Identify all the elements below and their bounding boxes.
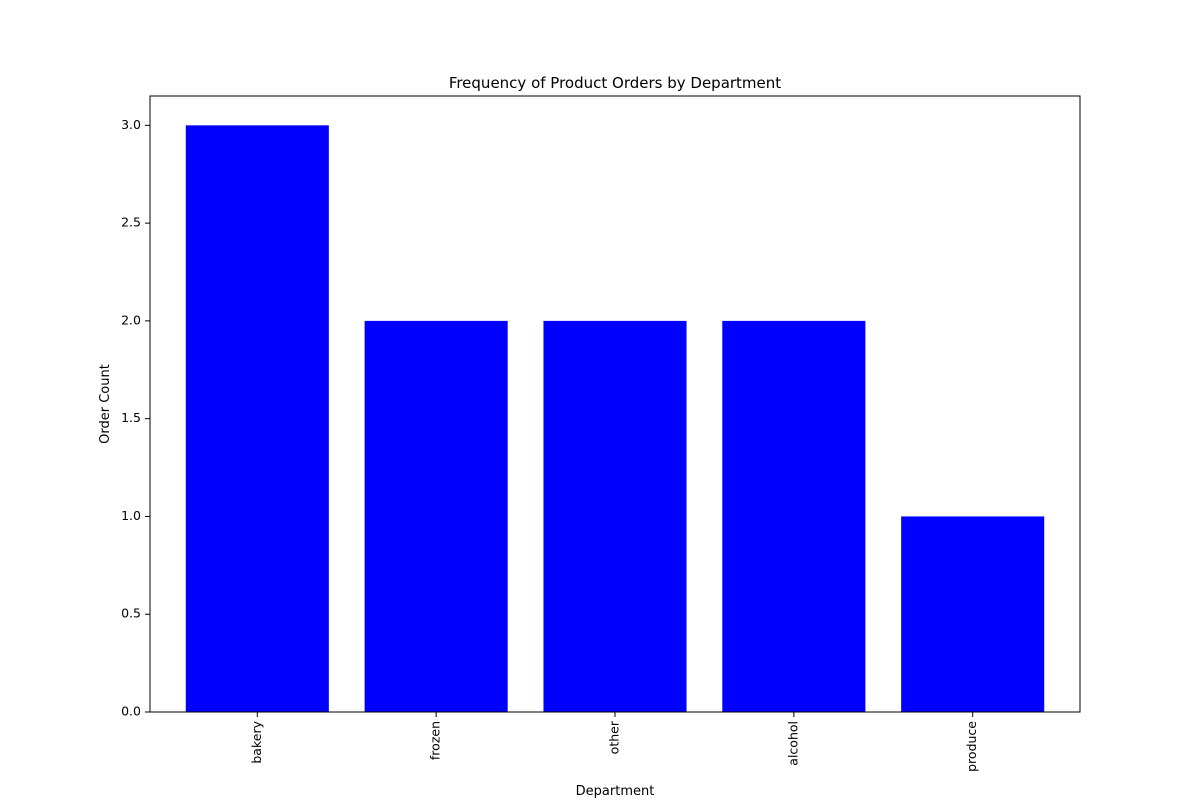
chart-title: Frequency of Product Orders by Departmen…: [449, 74, 781, 92]
x-tick-label: frozen: [428, 721, 443, 760]
x-axis: bakery frozen other alcohol produce: [249, 712, 979, 772]
x-tick-label: alcohol: [785, 721, 800, 766]
bar-alcohol: [722, 320, 866, 712]
y-tick-label: 3.0: [121, 117, 141, 132]
y-tick-label: 1.5: [121, 410, 141, 425]
y-tick-label: 1.0: [121, 508, 141, 523]
x-tick-label: bakery: [249, 720, 264, 763]
bar-bakery: [185, 125, 329, 713]
y-axis: 0.0 0.5 1.0 1.5 2.0 2.5 3.0: [121, 117, 150, 719]
plot-frame: [149, 95, 1081, 713]
bar-frozen: [364, 320, 508, 712]
x-tick-label: other: [607, 720, 622, 754]
y-tick-label: 2.0: [121, 312, 141, 327]
bar-other: [543, 320, 687, 712]
bars-group: [185, 125, 1045, 713]
y-tick-label: 0.0: [121, 704, 141, 719]
x-tick-label: produce: [964, 721, 979, 772]
y-tick-label: 0.5: [121, 606, 141, 621]
y-tick-label: 2.5: [121, 215, 141, 230]
x-axis-label: Department: [576, 784, 655, 799]
y-axis-label: Order Count: [98, 364, 113, 444]
bar-produce: [901, 516, 1045, 712]
